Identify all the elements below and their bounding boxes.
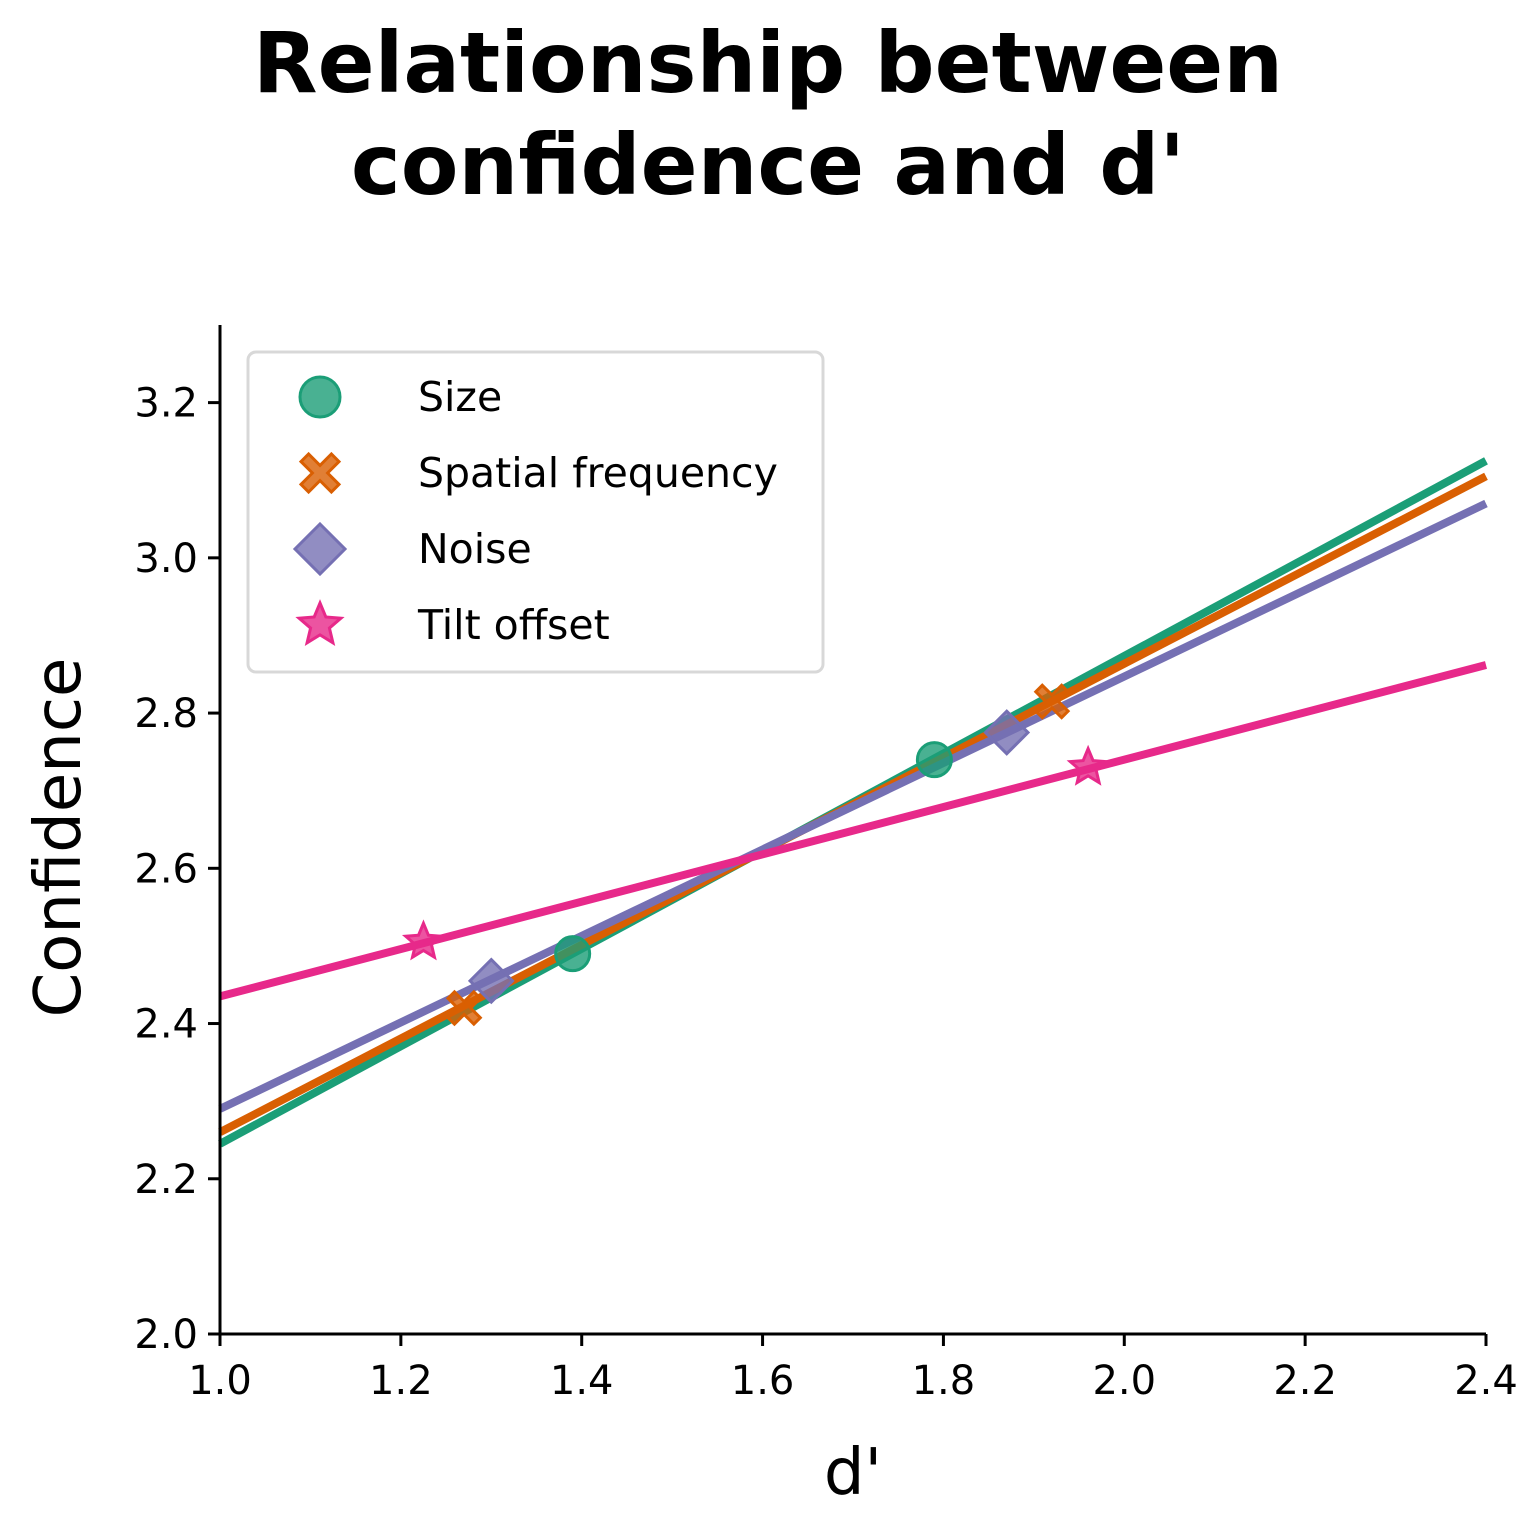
data-point-series-4-1: [401, 919, 445, 961]
data-point-series-3-2: [983, 709, 1031, 756]
y-tick-label-6: 3.0: [134, 536, 198, 582]
legend-marker-4: [295, 599, 345, 646]
legend: Size Spatial frequency Noise Tilt offset: [246, 350, 825, 674]
x-tick-label-6: 2.0: [1092, 1358, 1156, 1404]
legend-marker-2: [298, 451, 342, 495]
y-tick-label-1: 2.0: [134, 1312, 198, 1358]
x-axis-label: d': [824, 1436, 882, 1510]
chart-title-line-2: confidence and d': [350, 116, 1186, 214]
y-tick-label-4: 2.6: [134, 846, 198, 892]
data-point-series-2-2: [1033, 683, 1071, 720]
legend-label-1: Size: [418, 373, 502, 421]
legend-label-3: Noise: [418, 525, 532, 573]
fit-line-series-4: [218, 661, 1488, 1001]
y-axis-label: Confidence: [22, 658, 96, 1018]
legend-marker-3: [292, 521, 348, 577]
data-points-group: [401, 683, 1110, 1027]
chart-title: Relationship between confidence and d': [0, 12, 1536, 216]
legend-box: [246, 350, 825, 674]
legend-label-4: Tilt offset: [417, 601, 610, 649]
data-point-series-1-1: [554, 935, 592, 973]
data-point-series-2-1: [445, 989, 483, 1027]
fit-line-series-3: [218, 499, 1488, 1113]
chart-title-line-1: Relationship between: [252, 14, 1284, 112]
axes-group: 1.0 1.2 1.4 1.6 1.8 2.0 2.2 2.4 2.0 2.2 2.4 2.6 2.8 3…: [134, 325, 1518, 1404]
x-tick-label-2: 1.2: [369, 1358, 433, 1404]
data-point-series-1-2: [915, 741, 953, 779]
data-point-series-4-2: [1066, 744, 1110, 786]
x-tick-label-5: 1.8: [912, 1358, 976, 1404]
y-tick-label-3: 2.4: [134, 1002, 198, 1048]
x-tick-label-1: 1.0: [188, 1358, 252, 1404]
y-tick-label-7: 3.2: [134, 381, 198, 427]
legend-marker-1: [298, 375, 342, 419]
data-point-series-3-1: [467, 957, 515, 1005]
x-tick-label-4: 1.6: [731, 1358, 795, 1404]
y-tick-label-2: 2.2: [134, 1157, 198, 1203]
legend-label-2: Spatial frequency: [418, 449, 778, 497]
y-tick-label-5: 2.8: [134, 691, 198, 737]
x-tick-label-7: 2.2: [1273, 1358, 1337, 1404]
x-tick-label-8: 2.4: [1454, 1358, 1518, 1404]
x-tick-label-3: 1.4: [550, 1358, 614, 1404]
